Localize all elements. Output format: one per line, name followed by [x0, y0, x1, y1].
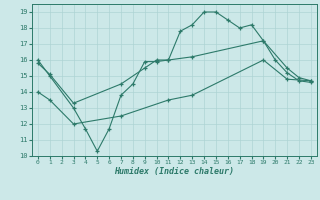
X-axis label: Humidex (Indice chaleur): Humidex (Indice chaleur) — [115, 167, 234, 176]
